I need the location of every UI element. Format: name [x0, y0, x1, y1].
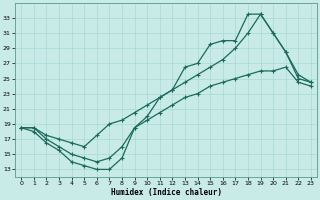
X-axis label: Humidex (Indice chaleur): Humidex (Indice chaleur): [111, 188, 221, 197]
